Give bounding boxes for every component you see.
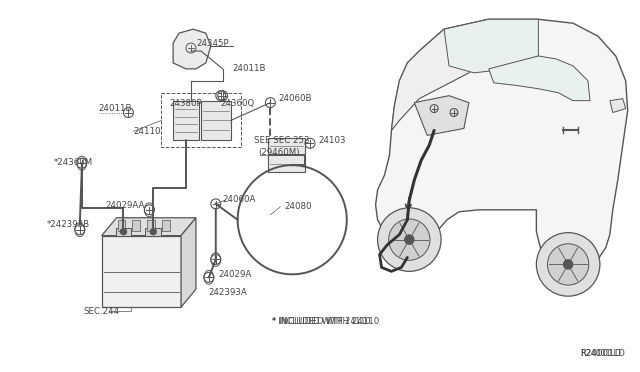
Text: SEC.244: SEC.244 [84, 307, 120, 315]
Circle shape [536, 232, 600, 296]
Circle shape [404, 235, 414, 244]
Text: 24011B: 24011B [99, 104, 132, 113]
Text: 242393A: 242393A [209, 288, 248, 297]
Text: R24001LD: R24001LD [580, 349, 625, 358]
Text: 24110: 24110 [133, 127, 161, 136]
Text: 24029A: 24029A [219, 270, 252, 279]
Polygon shape [268, 138, 305, 172]
Circle shape [388, 219, 430, 260]
Text: * INCLUDED WITH 24110: * INCLUDED WITH 24110 [273, 317, 380, 327]
Circle shape [563, 260, 573, 269]
Text: *242393B: *242393B [47, 220, 90, 229]
Bar [116, 228, 131, 235]
Polygon shape [102, 235, 181, 307]
Bar [145, 228, 161, 235]
Bar [147, 220, 156, 231]
Polygon shape [392, 19, 489, 131]
Text: *24360M: *24360M [54, 158, 93, 167]
Bar [162, 220, 170, 231]
Bar [118, 220, 125, 231]
Polygon shape [173, 101, 199, 140]
Polygon shape [102, 218, 196, 235]
Bar [161, 93, 241, 147]
Text: 24380P: 24380P [169, 99, 202, 108]
Circle shape [150, 229, 156, 235]
Polygon shape [201, 101, 230, 140]
Polygon shape [414, 96, 469, 135]
Polygon shape [610, 99, 626, 113]
Polygon shape [444, 19, 538, 73]
Polygon shape [181, 218, 196, 307]
Text: 24080: 24080 [284, 202, 312, 211]
Text: 24345P: 24345P [196, 39, 228, 48]
Circle shape [120, 229, 127, 235]
Polygon shape [376, 19, 628, 267]
Circle shape [547, 244, 589, 285]
Text: 24011B: 24011B [233, 64, 266, 73]
Text: R24001LD: R24001LD [580, 349, 621, 358]
Text: 24029AA: 24029AA [106, 201, 145, 210]
Text: * INCLUDED WITH 24110: * INCLUDED WITH 24110 [273, 317, 371, 327]
Text: (29460M): (29460M) [259, 148, 300, 157]
Text: SEE SEC 253: SEE SEC 253 [255, 136, 310, 145]
Bar [132, 220, 140, 231]
Text: 24060A: 24060A [223, 195, 256, 204]
Text: 24360Q: 24360Q [221, 99, 255, 108]
Polygon shape [489, 56, 590, 101]
Polygon shape [173, 29, 211, 69]
Text: 24060B: 24060B [278, 94, 312, 103]
Circle shape [378, 208, 441, 271]
Text: 24103: 24103 [318, 136, 346, 145]
